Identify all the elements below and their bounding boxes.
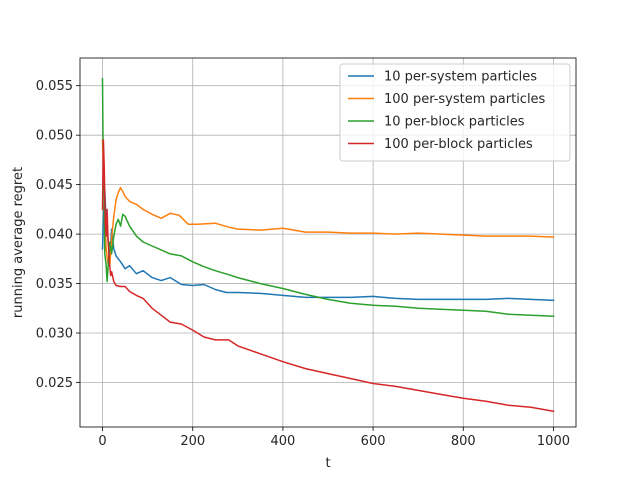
y-tick-label: 0.055 [36,79,73,94]
y-axis-label: running average regret [11,167,26,318]
plot-frame [79,57,577,428]
legend-label: 100 per-block particles [384,137,533,152]
y-tick-label: 0.025 [36,376,73,391]
series-line-4 [101,139,555,413]
y-tick-label: 0.040 [36,228,73,243]
legend-label: 100 per-system particles [384,92,546,107]
x-tick-label: 1000 [537,434,570,449]
x-tick-label: 600 [361,434,386,449]
legend-label: 10 per-block particles [384,115,525,130]
series-line-1 [101,188,555,302]
y-tick-label: 0.050 [36,129,73,144]
y-tick-label: 0.045 [36,178,73,193]
series-lines [101,78,555,413]
y-tick-label: 0.030 [36,327,73,342]
x-tick-label: 0 [98,434,106,449]
legend: 10 per-system particles 100 per-system pa… [339,63,571,162]
x-tick-label: 400 [270,434,295,449]
x-tick-label: 800 [451,434,476,449]
series-line-2 [101,139,555,267]
axis-ticks: 0 200 400 600 800 1000 0.025 0.030 0.035 0.040 0.0… [36,79,570,449]
x-tick-label: 200 [180,434,205,449]
legend-box [339,63,571,162]
y-tick-label: 0.035 [36,277,73,292]
legend-label: 10 per-system particles [384,70,537,85]
x-axis-label: t [325,456,330,471]
series-line-3 [101,78,555,317]
